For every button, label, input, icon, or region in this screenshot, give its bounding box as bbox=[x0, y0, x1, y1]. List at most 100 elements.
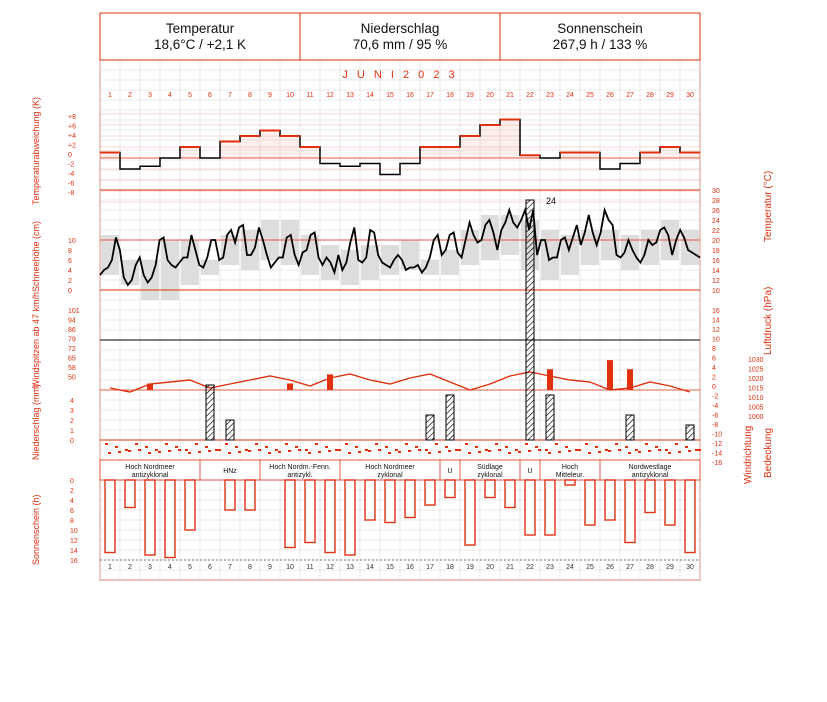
wind-direction-marker bbox=[465, 443, 468, 445]
day-label-bottom: 23 bbox=[546, 564, 554, 571]
pressure-right-tick: -16 bbox=[712, 460, 722, 467]
wind-direction-marker bbox=[665, 449, 668, 451]
anomaly-tick: +6 bbox=[68, 124, 76, 131]
cloud-cover-marker bbox=[388, 452, 391, 454]
temp-range-bar bbox=[641, 230, 659, 265]
month-label: J U N I 2 0 2 3 bbox=[342, 69, 457, 81]
cloud-cover-marker bbox=[528, 450, 531, 452]
temperature-tick: 30 bbox=[712, 188, 720, 195]
sunshine-bar bbox=[324, 479, 336, 554]
wind-direction-marker bbox=[595, 446, 598, 448]
temperature-value: 18,6°C / +2,1 K bbox=[153, 36, 247, 52]
cloud-cover-marker bbox=[128, 450, 131, 452]
day-label-top: 1 bbox=[108, 92, 112, 99]
snow-tick: 10 bbox=[68, 238, 76, 245]
wind-direction-marker bbox=[235, 446, 238, 448]
precip-bar bbox=[225, 419, 235, 441]
wind-direction-marker bbox=[175, 446, 178, 448]
weather-type-label: Hoch bbox=[562, 464, 578, 471]
day-label-top: 4 bbox=[168, 92, 172, 99]
anomaly-fill bbox=[420, 147, 440, 158]
wind-direction-marker bbox=[255, 443, 258, 445]
temp-anomaly-axis-label: Temperaturabweichung (K) bbox=[31, 96, 41, 205]
wind-direction-marker bbox=[645, 443, 648, 445]
day-label-bottom: 6 bbox=[208, 564, 212, 571]
sunshine-bar bbox=[664, 479, 676, 526]
wind-direction-marker bbox=[185, 449, 188, 451]
cloud-cover-label: Bedeckung bbox=[763, 427, 774, 478]
wind-direction-marker bbox=[265, 446, 268, 448]
precip-bar bbox=[685, 424, 695, 441]
wind-direction-marker bbox=[215, 449, 218, 451]
day-label-top: 16 bbox=[406, 92, 414, 99]
cloud-cover-marker bbox=[648, 450, 651, 452]
cloud-cover-marker bbox=[148, 452, 151, 454]
wind-direction-marker bbox=[535, 446, 538, 448]
anomaly-tick: 0 bbox=[68, 152, 72, 159]
sunshine-bar bbox=[504, 479, 516, 509]
sunshine-value: 267,9 h / 133 % bbox=[552, 36, 648, 52]
wind-direction-marker bbox=[165, 443, 168, 445]
wind-tick: 50 bbox=[68, 375, 76, 382]
cloud-cover-marker bbox=[498, 449, 501, 451]
cloud-cover-marker bbox=[258, 449, 261, 451]
anomaly-tick: -2 bbox=[68, 162, 74, 169]
sunshine-bar bbox=[144, 479, 156, 556]
cloud-cover-marker bbox=[638, 451, 641, 453]
temperature-tick: 12 bbox=[712, 278, 720, 285]
cloud-cover-marker bbox=[348, 452, 351, 454]
day-label-top: 9 bbox=[268, 92, 272, 99]
wind-direction-marker bbox=[455, 449, 458, 451]
pressure-tick: 1020 bbox=[748, 376, 764, 383]
weather-type-label: zyklonal bbox=[377, 472, 403, 479]
temp-range-bar bbox=[401, 240, 419, 270]
day-label-top: 13 bbox=[346, 92, 354, 99]
sunshine-bar bbox=[624, 479, 636, 544]
anomaly-fill bbox=[220, 141, 240, 158]
cloud-cover-marker bbox=[178, 449, 181, 451]
day-label-bottom: 19 bbox=[466, 564, 474, 571]
cloud-cover-marker bbox=[448, 450, 451, 452]
sunshine-title: Sonnenschein bbox=[557, 20, 643, 36]
cloud-cover-marker bbox=[588, 452, 591, 454]
weather-type-label: Nordwestlage bbox=[629, 464, 672, 471]
pressure-right-tick: -8 bbox=[712, 422, 718, 429]
sunshine-bar bbox=[244, 479, 256, 511]
day-label-top: 28 bbox=[646, 92, 654, 99]
cloud-cover-marker bbox=[568, 450, 571, 452]
wind-direction-marker bbox=[515, 449, 518, 451]
wind-direction-marker bbox=[475, 446, 478, 448]
wind-direction-marker bbox=[135, 443, 138, 445]
day-label-bottom: 3 bbox=[148, 564, 152, 571]
snow-axis-label: Schneehöhe (cm) bbox=[31, 220, 41, 292]
day-label-top: 15 bbox=[386, 92, 394, 99]
precip-tick: 2 bbox=[70, 418, 74, 425]
pressure-tick: 1010 bbox=[748, 395, 764, 402]
pressure-right-tick: -12 bbox=[712, 441, 722, 448]
anomaly-tick: -8 bbox=[68, 190, 74, 197]
cloud-cover-marker bbox=[168, 450, 171, 452]
precipitation-value: 70,6 mm / 95 % bbox=[352, 36, 448, 52]
day-label-bottom: 7 bbox=[228, 564, 232, 571]
cloud-cover-marker bbox=[308, 452, 311, 454]
sunshine-bar bbox=[384, 479, 396, 524]
pressure-right-tick: 14 bbox=[712, 318, 720, 325]
wind-tick: 58 bbox=[68, 365, 76, 372]
temperature-axis-label: Temperatur (°C) bbox=[763, 170, 774, 242]
sunshine-tick: 12 bbox=[70, 538, 78, 545]
cloud-cover-marker bbox=[678, 451, 681, 453]
temperature-tick: 14 bbox=[712, 268, 720, 275]
precip-tick: 0 bbox=[70, 438, 74, 445]
cloud-cover-marker bbox=[158, 451, 161, 453]
precip-axis-label: Niederschlag (mm) bbox=[31, 383, 41, 460]
anomaly-tick: +2 bbox=[68, 143, 76, 150]
day-label-bottom: 5 bbox=[188, 564, 192, 571]
wind-tick: 101 bbox=[68, 308, 80, 315]
anomaly-fill bbox=[640, 152, 660, 158]
wind-gust-bar bbox=[327, 374, 333, 390]
cloud-cover-marker bbox=[488, 450, 491, 452]
wind-direction-marker bbox=[205, 446, 208, 448]
weather-type-label: Hoch Nordm.-Fenn. bbox=[269, 464, 331, 471]
wind-direction-marker bbox=[275, 449, 278, 451]
day-label-bottom: 25 bbox=[586, 564, 594, 571]
